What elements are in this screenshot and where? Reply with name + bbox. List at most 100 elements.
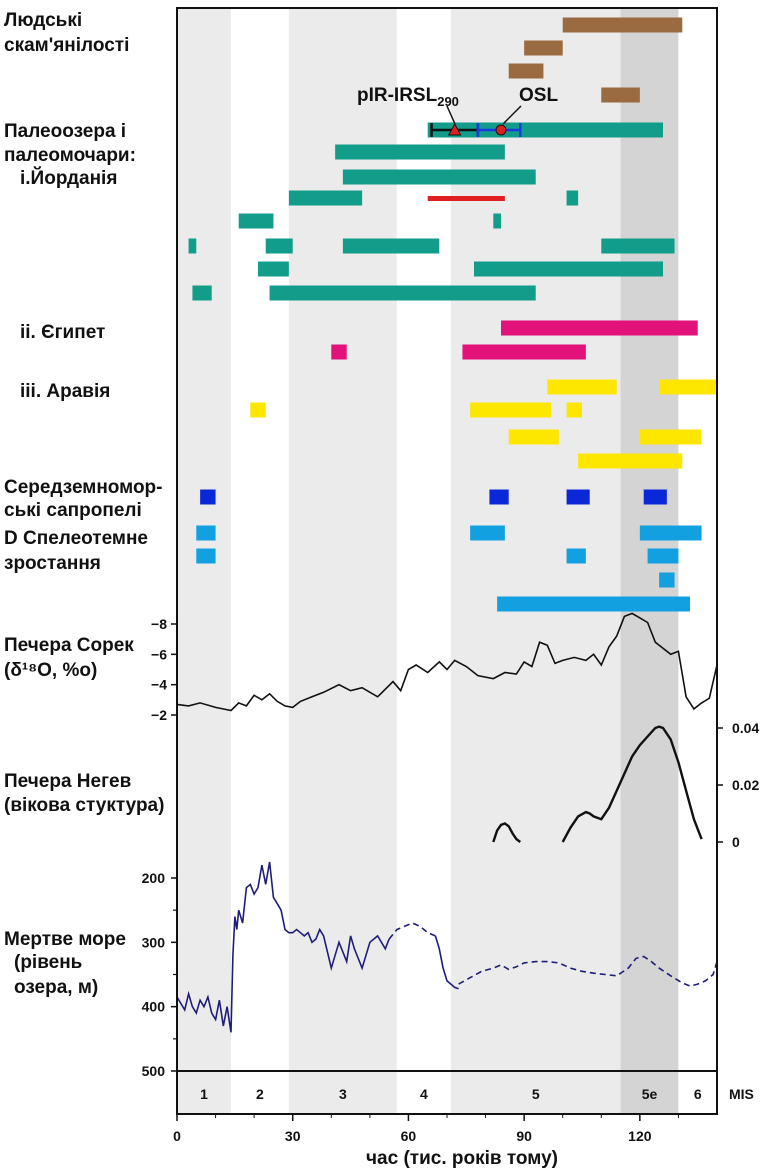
jordan-lake-bar — [258, 261, 289, 277]
mis-band-5 — [450, 8, 621, 1114]
section-label-3: ii. Єгипет — [20, 322, 105, 343]
pirirsl-triangle — [447, 122, 462, 136]
section-labels: Людські скам'янілості Палеоозера і палеомоч… — [4, 10, 164, 998]
arabia-lake-bar — [508, 429, 559, 445]
speleothem-bar — [196, 548, 216, 564]
speleothem-bar — [566, 548, 586, 564]
mis-stage-label: 1 — [200, 1086, 208, 1102]
arabia-lake-bar — [547, 379, 617, 395]
curves — [176, 612, 718, 1033]
jordan-lake-bar — [288, 190, 363, 206]
mis-stage-label: 2 — [256, 1086, 264, 1102]
jordan-lake-bar — [335, 144, 505, 160]
jordan-lake-bar — [269, 285, 536, 301]
mis-stage-label: 6 — [694, 1086, 702, 1102]
mis-stage-label: 5 — [532, 1086, 540, 1102]
x-tick-label: 60 — [401, 1128, 417, 1144]
deadsea-tick-label: 200 — [142, 870, 166, 886]
deadsea-curve — [176, 861, 390, 1033]
mis-band-2 — [231, 8, 289, 1114]
jordan-lake-bar — [192, 285, 212, 301]
arabia-lake-bar — [639, 429, 702, 445]
speleothem-bar — [659, 572, 675, 588]
jordan-lake-bar — [601, 238, 675, 254]
section-label-5: Середземномор- — [4, 477, 163, 498]
soreq-tick-label: −4 — [151, 677, 167, 693]
speleothem-bar — [196, 525, 216, 541]
section-label-6: D Спелеотемне — [4, 528, 148, 549]
arabia-lake-bar — [566, 402, 582, 418]
deadsea-tick-label: 300 — [142, 934, 166, 950]
sapropel-bar — [643, 489, 667, 505]
x-tick-label: 90 — [516, 1128, 532, 1144]
section-label-0: Людські — [4, 10, 82, 31]
section-label-6: зростання — [4, 553, 101, 574]
arabia-lake-bar — [578, 453, 683, 469]
egypt-lake-bar — [462, 344, 586, 360]
section-label-2: і.Йорданія — [20, 167, 117, 189]
section-label-7: Печера Сорек — [4, 635, 134, 656]
dating-label-osl: OSL — [519, 85, 558, 106]
negev-tick-label: 0.04 — [732, 720, 759, 736]
egypt-lake-bar — [501, 320, 698, 336]
section-label-9: (рівень — [14, 952, 82, 973]
jordan-lake-bar — [493, 213, 501, 229]
sapropel-bar — [200, 489, 216, 505]
negev-tick-label: 0.02 — [732, 777, 759, 793]
section-label-4: iii. Аравія — [20, 381, 110, 402]
x-tick-label: 0 — [173, 1128, 181, 1144]
jordan-lake-bar — [342, 169, 536, 185]
osl-circle — [495, 124, 507, 136]
speleothem-bar — [639, 525, 702, 541]
section-label-9: озера, м) — [14, 977, 98, 998]
deadsea-dashed-curve — [458, 955, 718, 987]
axes: −8 −6 −4 −2 0 0.02 0.04 200 300 400 500 0 30 60 90 120 ч… — [142, 616, 760, 1169]
jordan-lake-bar — [188, 238, 197, 254]
section-label-8: Печера Негев — [4, 771, 131, 792]
human-fossil-bar — [562, 17, 683, 33]
deadsea-curve — [434, 935, 459, 990]
arabia-lake-bar — [470, 402, 552, 418]
human-fossil-bar — [524, 40, 563, 56]
human-fossil-bar — [601, 87, 640, 103]
dating-pointer — [446, 105, 456, 125]
negev-curve — [492, 822, 522, 843]
x-tick-label: 120 — [628, 1128, 652, 1144]
section-label-7: (δ¹⁸O, %o) — [4, 660, 97, 681]
soreq-tick-label: −8 — [151, 616, 167, 632]
section-label-1: палеомочари: — [4, 145, 136, 166]
negev-curve — [561, 725, 703, 843]
x-tick-label: 30 — [285, 1128, 301, 1144]
jordan-red-bar — [427, 196, 505, 201]
jordan-lake-bar — [238, 213, 274, 229]
section-label-0: скам'янілості — [4, 35, 129, 56]
jordan-lake-bar — [566, 190, 579, 206]
soreq-tick-label: −2 — [151, 707, 167, 723]
section-label-9: Мертве море — [4, 929, 126, 950]
sapropel-bar — [566, 489, 590, 505]
section-label-1: Палеоозера і — [4, 121, 126, 142]
arabia-lake-bar — [659, 379, 717, 395]
jordan-lake-bar — [342, 238, 440, 254]
jordan-lake-bar — [265, 238, 293, 254]
egypt-lake-bar — [331, 344, 347, 360]
speleothem-bar — [497, 596, 690, 612]
mis-label: MIS — [729, 1086, 754, 1102]
arabia-lake-bar — [250, 402, 266, 418]
speleothem-bar — [470, 525, 505, 541]
deadsea-tick-label: 400 — [142, 999, 166, 1015]
dating-label-subscript: 290 — [437, 94, 459, 109]
negev-tick-label: 0 — [732, 834, 740, 850]
soreq-tick-label: −6 — [151, 646, 167, 662]
section-label-5: ські сапропелі — [4, 500, 142, 521]
x-axis-title: час (тис. років тому) — [366, 1148, 558, 1169]
dating-pointer — [502, 105, 522, 125]
soreq-curve — [176, 612, 718, 712]
human-fossil-bar — [508, 63, 544, 79]
sapropel-bar — [489, 489, 509, 505]
jordan-lake-bar — [474, 261, 663, 277]
bar-rows — [188, 17, 717, 612]
mis-stage-label: 4 — [420, 1086, 428, 1102]
deadsea-tick-label: 500 — [142, 1063, 166, 1079]
